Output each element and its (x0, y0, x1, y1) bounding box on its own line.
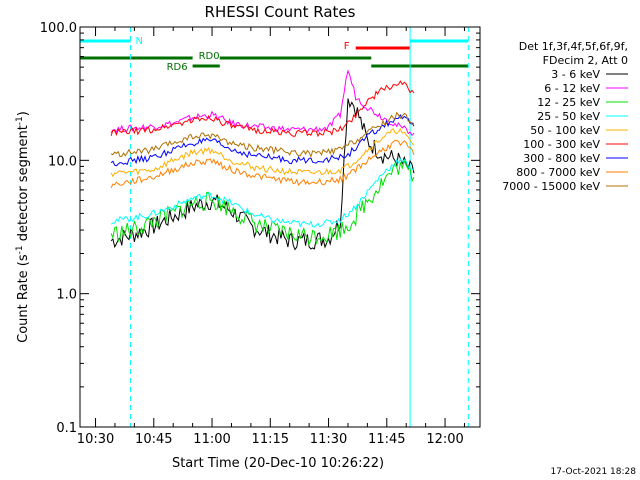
legend-label-1: 6 - 12 keV (544, 82, 600, 95)
y-axis-label-part3: ) (16, 111, 31, 116)
legend-label-2: 12 - 25 keV (537, 96, 600, 109)
y-tick-label-3: 100.0 (40, 21, 77, 36)
series-line-4 (110, 128, 415, 178)
series-line-6 (110, 113, 415, 167)
chart-title: RHESSI Count Rates (205, 3, 356, 21)
series-line-5 (110, 80, 415, 138)
x-tick-label-5: 11:45 (368, 432, 405, 447)
y-axis-label-sup1: -1 (15, 245, 25, 254)
series-line-8 (110, 111, 415, 158)
legend-label-4: 50 - 100 keV (530, 124, 600, 137)
x-tick-label-6: 12:00 (426, 432, 463, 447)
y-axis-label: Count Rate (s-1 detector segment-1) (15, 111, 31, 343)
legend-label-5: 100 - 300 keV (523, 138, 600, 151)
series-line-0 (110, 98, 415, 251)
series-line-1 (110, 69, 415, 137)
legend-header-line1: Det 1f,3f,4f,5f,6f,9f, (519, 40, 628, 53)
flag-label-n: N (135, 36, 142, 47)
flag-label-rd0: RD0 (199, 51, 220, 62)
y-tick-label-0: 0.1 (56, 421, 77, 436)
vertical-markers-layer (79, 27, 469, 427)
y-tick-label-2: 10.0 (48, 154, 77, 169)
x-tick-label-2: 11:00 (193, 432, 230, 447)
series-line-2 (110, 159, 415, 247)
x-ticks-layer: 10:30 10:45 11:00 11:15 11:30 11:45 12:00 (77, 27, 465, 447)
y-axis-label-part2: detector segment (16, 125, 31, 245)
y-axis-label-part1: Count Rate (s (16, 254, 31, 343)
series-layer (110, 69, 415, 251)
legend-header-line2: FDecim 2, Att 0 (543, 54, 628, 67)
legend-label-7: 800 - 7000 keV (516, 166, 600, 179)
legend-label-3: 25 - 50 keV (537, 110, 600, 123)
x-tick-label-1: 10:45 (135, 432, 172, 447)
x-tick-label-4: 11:30 (310, 432, 347, 447)
flag-label-f: F (344, 41, 350, 52)
legend: Det 1f,3f,4f,5f,6f,9f, FDecim 2, Att 0 3… (502, 40, 628, 193)
x-axis-label: Start Time (20-Dec-10 10:26:22) (172, 456, 384, 471)
x-tick-label-0: 10:30 (77, 432, 114, 447)
y-axis-label-sup2: -1 (15, 116, 25, 125)
plot-frame (79, 26, 481, 428)
series-line-3 (110, 158, 415, 228)
legend-label-0: 3 - 6 keV (551, 68, 600, 81)
flag-bars-layer: N RD0 RD6 F (80, 36, 469, 73)
flag-label-rd6: RD6 (167, 62, 188, 73)
y-tick-label-1: 1.0 (56, 288, 77, 303)
y-ticks-layer: 0.1 1.0 10.0 100.0 (40, 21, 480, 436)
x-tick-label-3: 11:15 (252, 432, 289, 447)
legend-label-8: 7000 - 15000 keV (502, 180, 600, 193)
series-line-7 (110, 139, 415, 189)
legend-label-6: 300 - 800 keV (523, 152, 600, 165)
timestamp: 17-Oct-2021 18:28 (551, 467, 637, 477)
